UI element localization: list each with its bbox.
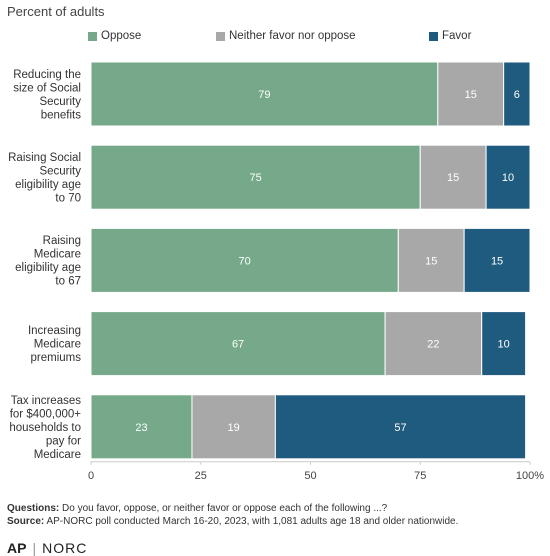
x-tick-label: 0 [88,470,94,482]
legend-swatch-favor [429,31,438,41]
data-label: 6 [514,89,520,101]
logo-separator: | [32,540,37,556]
bar-segment [90,227,399,293]
bar-segment [437,61,505,127]
bar-segment [397,227,465,293]
data-label: 23 [135,422,147,434]
questions-text: Do you favor, oppose, or neither favor o… [62,503,388,514]
footer-source: Source: AP-NORC poll conducted March 16-… [7,515,458,528]
chart-subtitle: Percent of adults [7,4,105,19]
legend-label-favor: Favor [442,30,472,42]
legend-swatch-neither [216,31,225,41]
legend-label-neither: Neither favor nor oppose [229,30,356,42]
data-label: 67 [232,339,244,351]
bar-segment [503,61,531,127]
legend: Oppose Neither favor nor oppose Favor [0,30,550,46]
x-tick-label: 50 [304,470,316,482]
questions-label: Questions: [7,503,60,514]
footer-questions: Questions: Do you favor, oppose, or neit… [7,502,458,515]
bar-segment [419,144,487,210]
footer: Questions: Do you favor, oppose, or neit… [7,502,458,528]
source-text: AP-NORC poll conducted March 16-20, 2023… [46,516,459,527]
data-label: 15 [447,172,459,184]
bar-segment [90,144,421,210]
legend-item-oppose: Oppose [88,30,141,42]
logos: AP | NORC [7,540,87,556]
legend-label-oppose: Oppose [101,30,142,42]
data-label: 19 [228,422,240,434]
category-label: Raising Medicare eligibility age to 67 [15,235,81,288]
bar-segment [90,394,193,460]
data-label: 57 [394,422,406,434]
bar-segment [90,311,386,377]
data-label: 15 [491,255,503,267]
bar-segment [485,144,531,210]
data-label: 15 [465,89,477,101]
ap-logo: AP [7,540,27,556]
bar-segment [384,311,483,377]
data-label: 70 [239,255,251,267]
legend-item-favor: Favor [429,30,471,42]
stacked-bar-chart: Reducing the size of Social Security benefi… [8,61,544,482]
category-label: Reducing the size of Social Security benefi… [13,69,81,122]
source-label: Source: [7,516,45,527]
bar-segment [191,394,276,460]
x-tick-label: 100% [516,470,544,482]
bar-segment [274,394,527,460]
data-label: 79 [258,89,270,101]
category-label: Increasing Medicare premiums [28,325,81,364]
category-label: Tax increases for $400,000+ households to p… [9,395,81,461]
x-tick-label: 25 [195,470,207,482]
data-label: 22 [427,339,439,351]
x-tick-label: 75 [414,470,426,482]
bar-segment [463,227,531,293]
legend-item-neither: Neither favor nor oppose [216,30,356,42]
bar-segment [481,311,527,377]
data-label: 10 [502,172,514,184]
data-label: 15 [425,255,437,267]
data-label: 10 [498,339,510,351]
data-label: 75 [250,172,262,184]
legend-swatch-oppose [88,31,97,41]
norc-logo: NORC [42,540,88,556]
category-label: Raising Social Security eligibility age to … [8,152,81,205]
